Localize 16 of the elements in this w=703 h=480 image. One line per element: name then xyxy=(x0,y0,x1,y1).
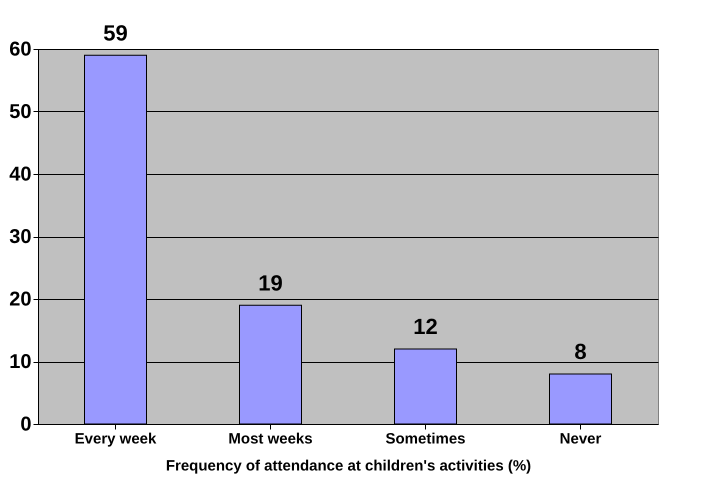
data-label: 12 xyxy=(413,314,438,339)
y-tick-label: 0 xyxy=(20,414,32,436)
y-tick-label: 50 xyxy=(9,101,32,123)
y-tick-label: 10 xyxy=(9,351,32,373)
x-tick-label: Sometimes xyxy=(385,430,466,448)
x-tick-label: Never xyxy=(560,430,602,448)
y-tick-label: 40 xyxy=(9,164,32,186)
data-label: 8 xyxy=(574,339,587,364)
x-tick-label: Most weeks xyxy=(228,430,313,448)
y-tick-label: 30 xyxy=(9,226,32,248)
y-tick-label: 20 xyxy=(9,288,32,310)
x-tick-label: Every week xyxy=(74,430,158,448)
data-label: 19 xyxy=(258,270,283,296)
x-axis-title: Frequency of attendance at children's activities (%) xyxy=(166,458,532,474)
y-tick-label: 60 xyxy=(9,38,32,60)
data-label: 59 xyxy=(103,20,128,46)
